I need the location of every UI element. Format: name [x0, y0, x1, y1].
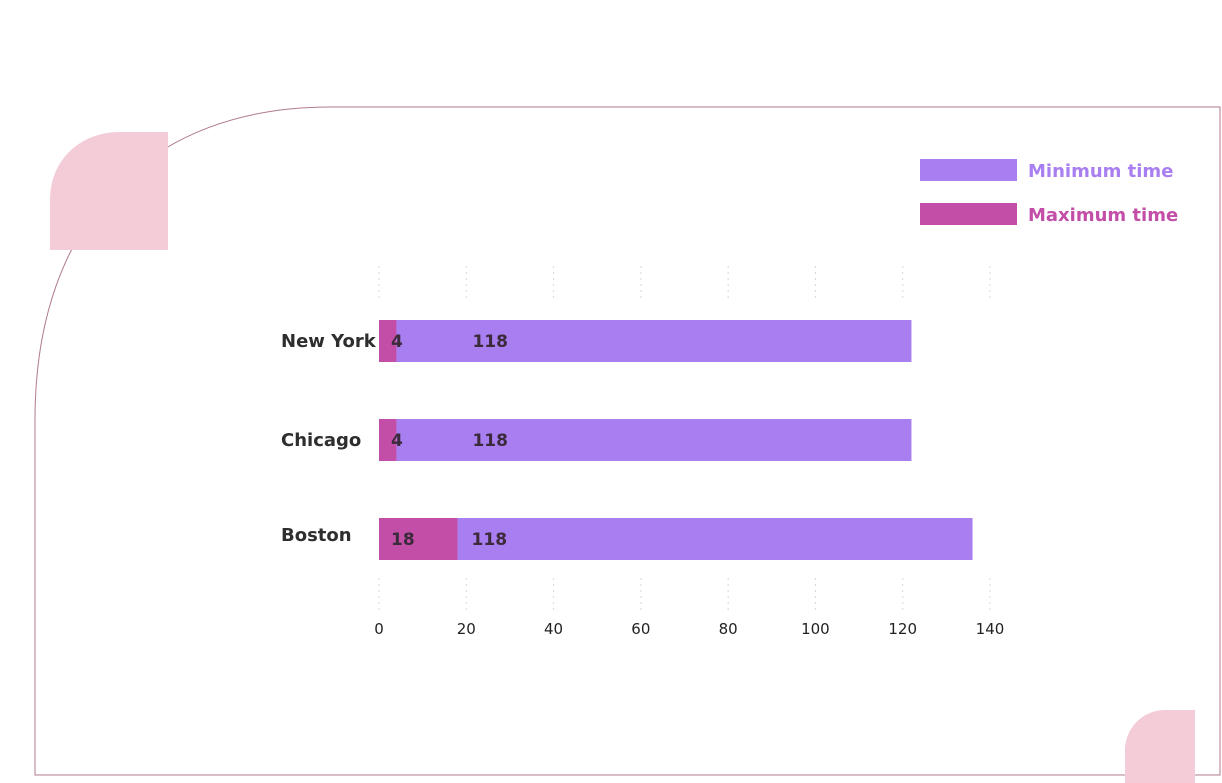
x-tick-label-6: 120 [888, 620, 917, 638]
x-tick-label-7: 140 [976, 620, 1005, 638]
bar-1-series-0 [379, 419, 397, 461]
data-label-0-series-1: 118 [472, 332, 508, 352]
legend-label-0: Minimum time [1028, 161, 1173, 182]
decor-shape-top-left [50, 132, 168, 250]
legend: Minimum time Maximum time [920, 159, 1178, 226]
data-labels: 4 118 4 118 18 118 [391, 332, 508, 550]
category-label-2: Boston [281, 525, 352, 546]
x-tick-label-5: 100 [801, 620, 830, 638]
decor-shape-bottom-right [1125, 710, 1195, 783]
data-label-0-series-0: 4 [391, 332, 403, 352]
category-label-1: Chicago [281, 430, 361, 451]
data-label-2-series-0: 18 [391, 530, 415, 550]
legend-label-1: Maximum time [1028, 205, 1178, 226]
x-tick-label-0: 0 [374, 620, 384, 638]
bars [379, 320, 973, 560]
legend-swatch-0 [920, 159, 1017, 181]
bar-2-series-0 [379, 518, 458, 560]
bar-2-series-1 [457, 518, 973, 560]
legend-swatch-1 [920, 203, 1017, 225]
data-label-1-series-1: 118 [472, 431, 508, 451]
x-axis-ticks: 0 20 40 60 80 100 120 140 [374, 620, 1004, 638]
category-labels: New York Chicago Boston [281, 331, 377, 546]
category-label-0: New York [281, 331, 377, 352]
data-label-2-series-1: 118 [472, 530, 508, 550]
x-tick-label-2: 40 [544, 620, 563, 638]
x-tick-label-3: 60 [631, 620, 650, 638]
x-tick-label-4: 80 [719, 620, 738, 638]
bar-0-series-1 [396, 320, 912, 362]
bar-0-series-0 [379, 320, 397, 362]
x-tick-label-1: 20 [457, 620, 476, 638]
bar-1-series-1 [396, 419, 912, 461]
data-label-1-series-0: 4 [391, 431, 403, 451]
